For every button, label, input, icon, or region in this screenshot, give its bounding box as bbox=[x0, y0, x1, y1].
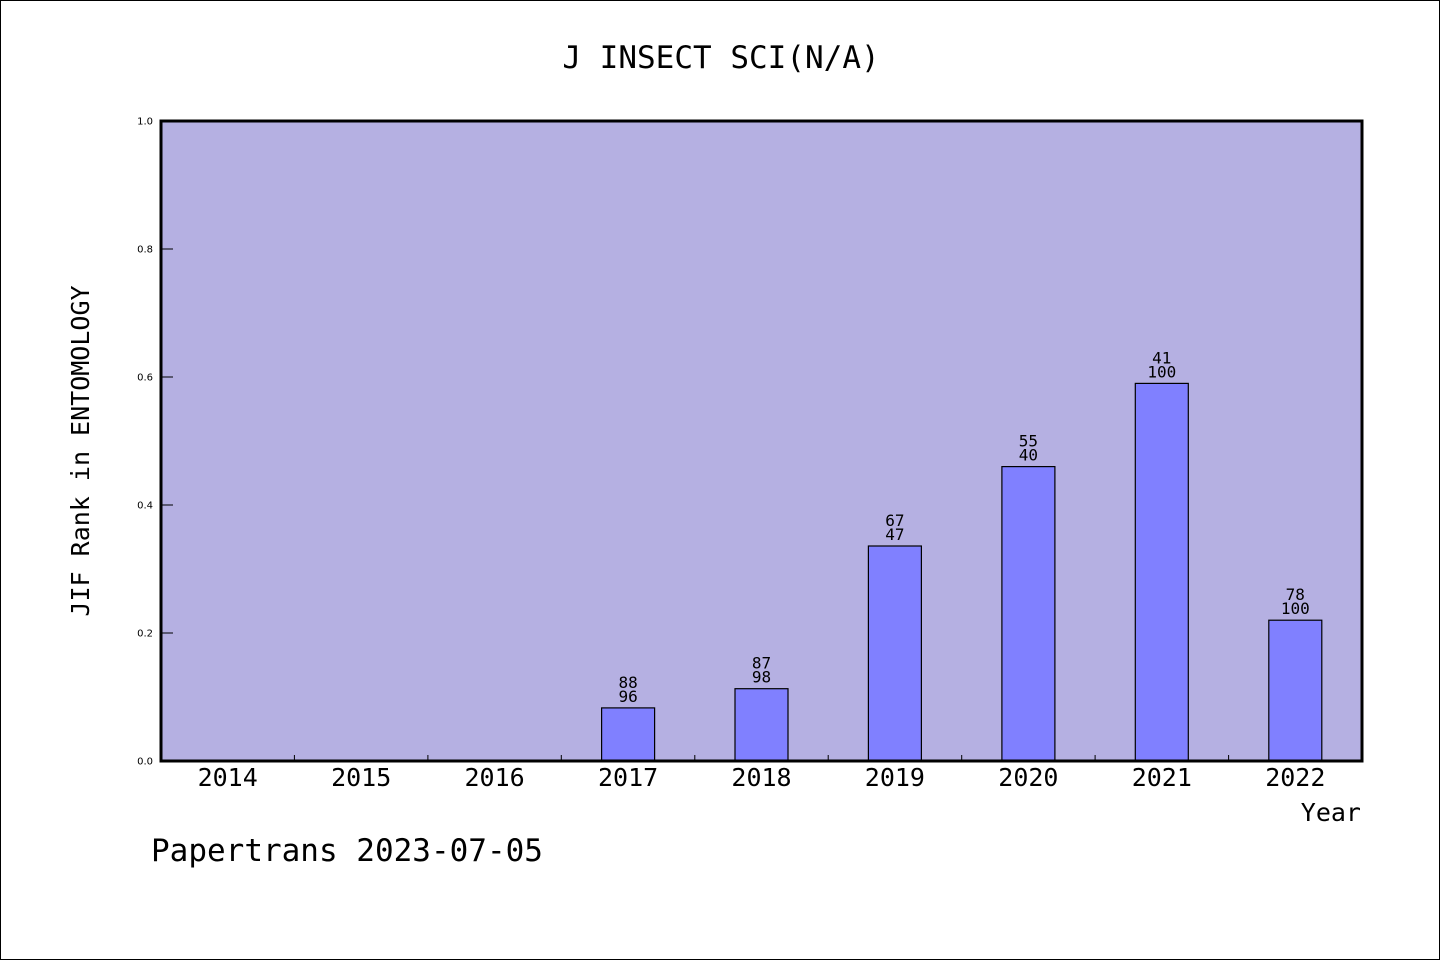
x-tick-label-2016: 2016 bbox=[464, 763, 524, 792]
bar-2018 bbox=[734, 688, 789, 762]
bar-label-top-2022: 78 bbox=[1286, 585, 1305, 604]
bar-2020 bbox=[1001, 466, 1056, 762]
bar-label-bottom-2018: 98 bbox=[752, 668, 771, 687]
y-axis-label: JIF Rank in ENTOMOLOGY bbox=[66, 285, 95, 616]
x-tick-label-2020: 2020 bbox=[998, 763, 1058, 792]
y-axis: 0.0 0.2 0.4 0.6 0.8 1.0 bbox=[137, 117, 173, 768]
bar-2017 bbox=[600, 707, 656, 762]
x-axis: 2014 2015 2016 2017 2018 2019 2020 2021 2022 bbox=[198, 755, 1325, 792]
y-tick-label-0.4: 0.4 bbox=[137, 501, 153, 512]
x-tick-label-2015: 2015 bbox=[331, 763, 391, 792]
plot-border bbox=[159, 119, 1364, 763]
bar-label-top-2020: 55 bbox=[1019, 432, 1038, 451]
bar-2019 bbox=[867, 545, 923, 762]
bar-label-bottom-2022: 100 bbox=[1281, 599, 1310, 618]
bar-label-top-2018: 87 bbox=[752, 654, 771, 673]
chart-title: J INSECT SCI(N/A) bbox=[562, 40, 879, 76]
bar-2021 bbox=[1134, 382, 1189, 762]
y-tick-label-0.8: 0.8 bbox=[137, 245, 153, 256]
x-tick-label-2014: 2014 bbox=[198, 763, 258, 792]
bar-2022 bbox=[1268, 619, 1323, 762]
x-tick-label-2021: 2021 bbox=[1132, 763, 1192, 792]
x-tick-label-2017: 2017 bbox=[598, 763, 658, 792]
x-tick-label-2019: 2019 bbox=[865, 763, 925, 792]
bars-layer bbox=[600, 382, 1323, 762]
bar-label-bottom-2019: 47 bbox=[885, 525, 904, 544]
bar-label-top-2021: 41 bbox=[1152, 348, 1171, 367]
y-tick-label-0.6: 0.6 bbox=[137, 373, 153, 384]
x-tick-label-2018: 2018 bbox=[731, 763, 791, 792]
bar-label-bottom-2017: 96 bbox=[618, 687, 637, 706]
y-tick-label-1.0: 1.0 bbox=[137, 117, 153, 128]
bar-label-bottom-2021: 100 bbox=[1147, 362, 1176, 381]
bar-label-top-2017: 88 bbox=[618, 673, 637, 692]
bar-label-top-2019: 67 bbox=[885, 511, 904, 530]
x-tick-label-2022: 2022 bbox=[1265, 763, 1325, 792]
y-tick-label-0.0: 0.0 bbox=[137, 757, 153, 768]
bar-label-bottom-2020: 40 bbox=[1019, 446, 1038, 465]
y-tick-label-0.2: 0.2 bbox=[137, 629, 153, 640]
x-axis-label: Year bbox=[1301, 798, 1361, 827]
footer-watermark: Papertrans 2023-07-05 bbox=[151, 833, 543, 869]
